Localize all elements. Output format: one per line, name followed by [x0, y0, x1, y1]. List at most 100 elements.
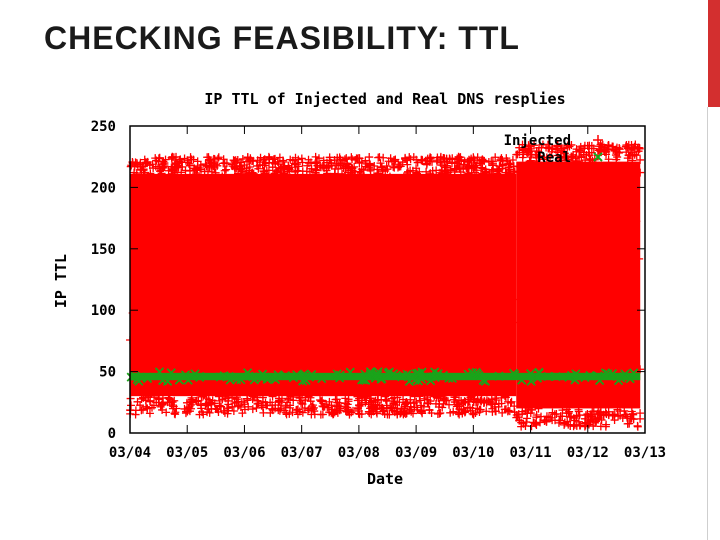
injected-point [276, 164, 285, 173]
injected-point [149, 193, 158, 202]
injected-point [459, 404, 468, 413]
injected-point [355, 275, 364, 284]
injected-point [555, 156, 564, 165]
injected-point [137, 394, 146, 403]
injected-point [579, 202, 588, 211]
injected-point [598, 140, 607, 149]
injected-point [471, 398, 480, 407]
injected-point [602, 260, 611, 269]
injected-point [316, 410, 325, 419]
injected-point [269, 248, 278, 257]
injected-point [354, 409, 363, 418]
injected-point [291, 167, 300, 176]
injected-point [591, 413, 600, 422]
injected-point [185, 402, 194, 411]
injected-point [297, 265, 306, 274]
injected-point [146, 169, 155, 178]
chart-title: IP TTL of Injected and Real DNS resplies [204, 90, 565, 108]
injected-point [279, 169, 288, 178]
injected-point [297, 298, 306, 307]
injected-point [199, 410, 208, 419]
injected-point [420, 394, 429, 403]
injected-point [355, 394, 364, 403]
injected-point [452, 388, 461, 397]
x-axis-label: Date [367, 470, 403, 488]
injected-point [158, 394, 167, 403]
legend-label-injected: Injected [504, 133, 571, 149]
injected-point [157, 210, 166, 219]
injected-point [528, 197, 537, 206]
injected-point [174, 163, 183, 172]
injected-point [218, 395, 227, 404]
injected-point [245, 163, 254, 172]
injected-point [604, 411, 613, 420]
injected-point [260, 155, 269, 164]
injected-point [218, 172, 227, 181]
injected-point [485, 326, 494, 335]
injected-point [296, 191, 305, 200]
injected-point [479, 234, 488, 243]
injected-point [302, 167, 311, 176]
injected-point [423, 384, 432, 393]
injected-point [223, 186, 232, 195]
injected-point [323, 345, 332, 354]
injected-point [614, 240, 623, 249]
injected-point [127, 161, 136, 170]
injected-point [231, 156, 240, 165]
injected-point [205, 408, 214, 417]
injected-point [136, 401, 145, 410]
injected-point [180, 154, 189, 163]
real-point [585, 370, 595, 381]
injected-point [322, 400, 331, 409]
injected-point [143, 404, 152, 413]
injected-point [289, 393, 298, 402]
injected-point [486, 292, 495, 301]
injected-point [478, 220, 487, 229]
injected-point [413, 247, 422, 256]
injected-point [416, 396, 425, 405]
injected-point [454, 306, 463, 315]
injected-point [138, 405, 147, 414]
injected-point [552, 229, 561, 238]
injected-point [163, 252, 172, 261]
injected-point [412, 168, 421, 177]
injected-point [525, 157, 534, 166]
injected-point [350, 167, 359, 176]
injected-point [377, 162, 386, 171]
injected-point [211, 168, 220, 177]
injected-point [365, 409, 374, 418]
injected-point [327, 158, 336, 167]
injected-point [389, 162, 398, 171]
injected-point [321, 228, 330, 237]
injected-point [179, 361, 188, 370]
injected-point [192, 178, 201, 187]
injected-point [523, 251, 532, 260]
injected-point [369, 398, 378, 407]
injected-point [144, 232, 153, 241]
injected-point [255, 158, 264, 167]
injected-point [149, 401, 158, 410]
injected-point [283, 394, 292, 403]
real-point [373, 369, 383, 380]
injected-point [574, 407, 583, 416]
injected-point [536, 152, 545, 161]
injected-point [193, 165, 202, 174]
injected-point [636, 409, 645, 418]
injected-point [242, 169, 251, 178]
real-point [242, 368, 253, 378]
injected-point [504, 163, 513, 172]
injected-point [623, 154, 632, 163]
injected-point [546, 152, 555, 161]
injected-point [150, 393, 159, 402]
injected-point [365, 159, 374, 168]
injected-point [335, 406, 344, 415]
injected-point [461, 339, 470, 348]
injected-point [236, 402, 245, 411]
real-point [398, 370, 408, 381]
injected-point [630, 142, 639, 151]
injected-point [472, 161, 481, 170]
real-point [262, 374, 272, 385]
injected-point [140, 287, 149, 296]
injected-point [265, 154, 274, 163]
injected-point [419, 402, 428, 411]
